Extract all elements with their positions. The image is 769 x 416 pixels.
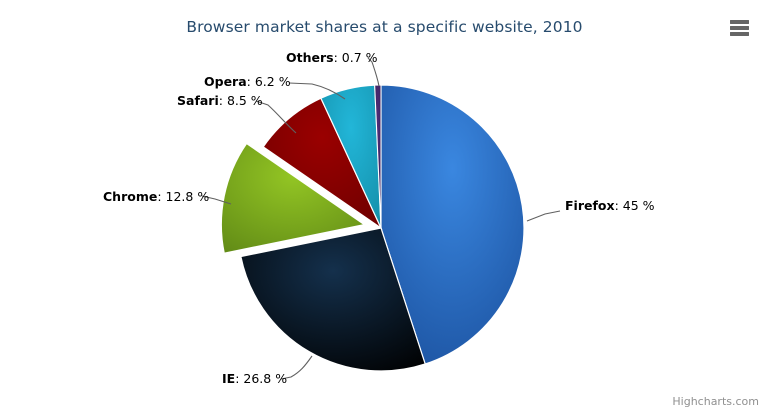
highcharts-credits-link[interactable]: Highcharts.com <box>672 395 759 408</box>
data-label-others-value: : 0.7 % <box>333 50 378 65</box>
data-label-ie-name: IE <box>222 371 236 386</box>
connector-firefox <box>526 210 561 222</box>
pie-slice-chrome[interactable] <box>220 142 366 254</box>
data-label-firefox-name: Firefox <box>565 198 615 213</box>
data-label-opera: Opera: 6.2 % <box>204 75 291 89</box>
data-label-ie: IE: 26.8 % <box>222 372 287 386</box>
pie-slice-others[interactable] <box>374 84 382 229</box>
data-label-firefox-value: : 45 % <box>614 198 655 213</box>
hamburger-bar-2 <box>730 26 749 30</box>
connector-others <box>367 57 380 87</box>
data-label-ie-value: : 26.8 % <box>235 371 288 386</box>
connector-ie <box>280 355 313 380</box>
connector-chrome <box>201 195 232 205</box>
pie-slice-firefox[interactable] <box>380 84 525 365</box>
data-label-chrome: Chrome: 12.8 % <box>103 190 209 204</box>
data-label-safari: Safari: 8.5 % <box>177 94 263 108</box>
data-label-opera-value: : 6.2 % <box>246 74 291 89</box>
data-label-safari-name: Safari <box>177 93 219 108</box>
hamburger-menu-icon[interactable] <box>729 18 751 38</box>
data-label-firefox: Firefox: 45 % <box>565 199 655 213</box>
hamburger-bar-1 <box>730 20 749 24</box>
data-label-chrome-name: Chrome <box>103 189 158 204</box>
connector-safari <box>255 100 297 134</box>
data-label-others: Others: 0.7 % <box>286 51 378 65</box>
hamburger-bar-3 <box>730 32 749 36</box>
connector-opera <box>288 82 346 100</box>
chart-title: Browser market shares at a specific webs… <box>186 18 583 36</box>
data-label-opera-name: Opera <box>204 74 247 89</box>
pie-slice-ie[interactable] <box>240 227 426 372</box>
data-label-others-name: Others <box>286 50 334 65</box>
data-label-chrome-value: : 12.8 % <box>157 189 210 204</box>
data-label-safari-value: : 8.5 % <box>218 93 263 108</box>
